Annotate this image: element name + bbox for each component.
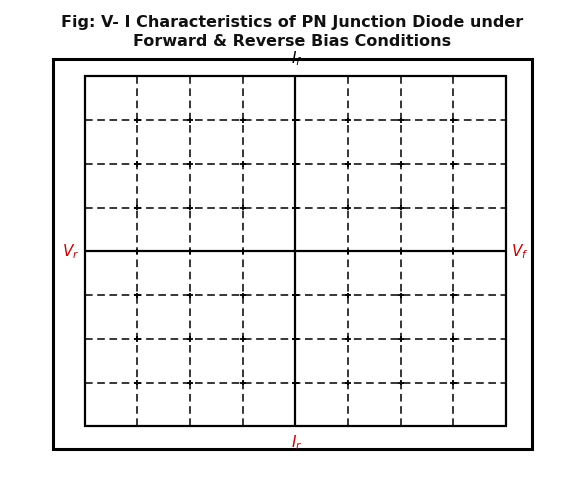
Text: Fig: V- I Characteristics of PN Junction Diode under: Fig: V- I Characteristics of PN Junction…	[61, 15, 524, 30]
Text: $V_f$: $V_f$	[511, 242, 528, 261]
Text: $I_r$: $I_r$	[291, 433, 302, 452]
Text: $I_f$: $I_f$	[291, 50, 302, 69]
Polygon shape	[85, 76, 506, 426]
Text: Forward & Reverse Bias Conditions: Forward & Reverse Bias Conditions	[133, 35, 452, 49]
Text: $V_r$: $V_r$	[63, 242, 80, 261]
